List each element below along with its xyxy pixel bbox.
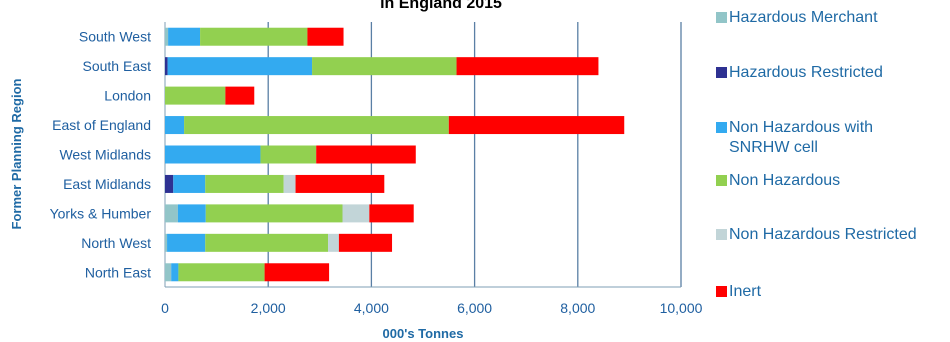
bar-segment <box>369 204 414 223</box>
category-label: Yorks & Humber <box>50 205 152 221</box>
tick-label: 0 <box>161 300 169 316</box>
legend-label: Non Hazardous <box>729 172 841 189</box>
bar-segment <box>165 233 168 252</box>
bar-segment <box>260 145 317 164</box>
tick-label: 8,000 <box>560 300 595 316</box>
bar-segment <box>167 233 206 252</box>
bar-segment <box>165 204 178 223</box>
bar-segment <box>205 204 343 223</box>
bar-segment <box>165 27 169 46</box>
bar-segment <box>338 233 393 252</box>
category-label: London <box>104 88 151 104</box>
legend-swatch <box>716 229 727 240</box>
legend-label: Non Hazardous with SNRHW cell <box>729 119 874 156</box>
y-axis-title: Former Planning Region <box>9 78 24 229</box>
stacked-bar-chart: in England 2015 South West South East Lond… <box>9 0 703 341</box>
x-axis-title: 000's Tonnes <box>383 326 464 341</box>
bar-segment <box>307 27 344 46</box>
legend-item: Hazardous Merchant <box>716 8 878 28</box>
bar-segment <box>205 174 284 193</box>
legend-label: Hazardous Merchant <box>729 9 878 26</box>
bar-segment <box>165 145 261 164</box>
bar-segment <box>328 233 339 252</box>
bar-segment <box>184 116 449 135</box>
bar-segment <box>295 174 385 193</box>
chart-title: in England 2015 <box>380 0 502 12</box>
bar-segment <box>173 174 206 193</box>
category-label: West Midlands <box>59 147 151 163</box>
legend: Hazardous Merchant Hazardous Restricted No… <box>716 0 950 342</box>
legend-swatch <box>716 122 727 133</box>
bar-segment <box>342 204 370 223</box>
legend-swatch <box>716 67 727 78</box>
legend-item: Hazardous Restricted <box>716 63 883 83</box>
bar-segment <box>165 57 168 76</box>
legend-label: Hazardous Restricted <box>729 64 883 81</box>
bar-segment <box>448 116 625 135</box>
bar-segment <box>456 57 599 76</box>
category-label: East Midlands <box>63 176 151 192</box>
bars <box>165 27 625 282</box>
bar-segment <box>200 27 308 46</box>
category-label: South East <box>83 58 152 74</box>
bar-segment <box>312 57 457 76</box>
category-label: East of England <box>52 117 151 133</box>
tick-label: 10,000 <box>660 300 703 316</box>
legend-item: Non Hazardous with SNRHW cell <box>716 118 914 158</box>
bar-segment <box>171 263 179 282</box>
legend-item: Non Hazardous Restricted <box>716 225 917 245</box>
legend-swatch <box>716 12 727 23</box>
bar-segment <box>165 86 226 105</box>
bar-segment <box>165 174 174 193</box>
bar-segment <box>283 174 296 193</box>
category-label: North East <box>85 264 151 280</box>
legend-label: Inert <box>729 283 762 300</box>
category-labels: South West South East London East of Englan… <box>50 29 152 281</box>
tick-label: 4,000 <box>354 300 389 316</box>
bar-segment <box>168 27 201 46</box>
bar-segment <box>167 57 313 76</box>
legend-item: Non Hazardous <box>716 171 840 191</box>
bar-segment <box>178 263 265 282</box>
legend-item: Inert <box>716 282 761 302</box>
bar-segment <box>165 263 172 282</box>
bar-segment <box>165 116 185 135</box>
bar-segment <box>316 145 416 164</box>
bar-segment <box>205 233 329 252</box>
category-label: South West <box>79 29 151 45</box>
legend-swatch <box>716 175 727 186</box>
tick-labels: 0 2,000 4,000 6,000 8,000 10,000 <box>161 300 703 316</box>
legend-label: Non Hazardous Restricted <box>729 226 917 243</box>
tick-label: 6,000 <box>457 300 492 316</box>
bar-segment <box>225 86 255 105</box>
category-label: North West <box>81 235 151 251</box>
tick-label: 2,000 <box>251 300 286 316</box>
bar-segment <box>177 204 206 223</box>
bar-segment <box>264 263 330 282</box>
legend-swatch <box>716 286 727 297</box>
